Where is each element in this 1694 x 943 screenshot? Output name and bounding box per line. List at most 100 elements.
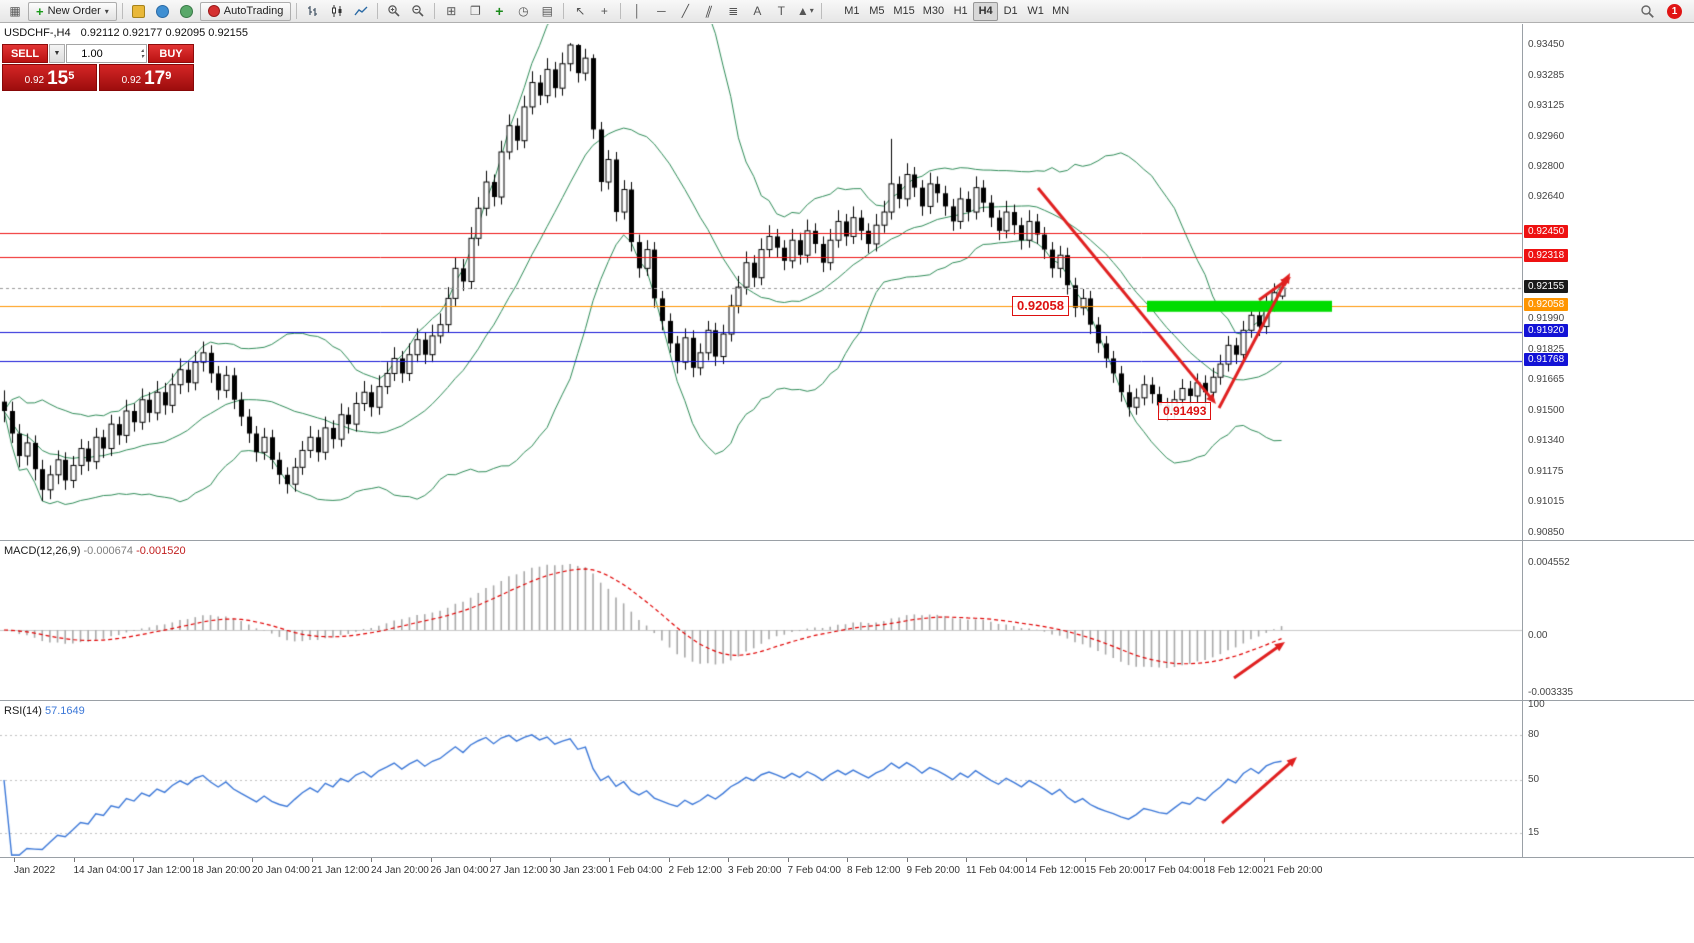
time-axis-tick <box>787 858 789 862</box>
horizontal-line-icon[interactable]: ─ <box>657 4 666 18</box>
time-axis-label: 2 Feb 12:00 <box>668 865 722 876</box>
time-axis-label: 8 Feb 12:00 <box>847 865 901 876</box>
zoom-in-icon[interactable] <box>383 1 405 21</box>
rsi-indicator-canvas[interactable] <box>0 701 1522 856</box>
add-indicator-icon[interactable]: + <box>495 3 504 19</box>
volume-input[interactable] <box>67 46 117 61</box>
channel-icon[interactable]: ∥ <box>704 4 715 18</box>
price-axis-label: 0.91500 <box>1528 405 1565 416</box>
time-axis-label: 21 Jan 12:00 <box>311 865 370 876</box>
notification-badge[interactable]: 1 <box>1667 3 1682 19</box>
crosshair-icon[interactable]: + <box>600 4 608 18</box>
macd-indicator-label: MACD(12,26,9) -0.000674 -0.001520 <box>4 545 186 557</box>
timeframe-button-m5[interactable]: M5 <box>864 2 889 21</box>
time-axis-label: 26 Jan 04:00 <box>430 865 489 876</box>
rsi-indicator-label: RSI(14) 57.1649 <box>4 705 85 717</box>
timeframe-button-mn[interactable]: MN <box>1048 2 1073 21</box>
stepper-up-icon[interactable]: ▴ <box>140 47 144 54</box>
macd-name: MACD(12,26,9) <box>4 545 81 557</box>
buy-button[interactable]: BUY <box>148 44 194 63</box>
zoom-out-icon[interactable] <box>407 1 429 21</box>
trendline-icon[interactable]: ╱ <box>681 4 689 18</box>
panel-separator[interactable] <box>0 700 1694 701</box>
buy-price-tile[interactable]: 0.92 17 9 <box>99 64 194 91</box>
timeframe-button-w1[interactable]: W1 <box>1023 2 1048 21</box>
price-annotation-92058[interactable]: 0.92058 <box>1012 296 1069 317</box>
order-controls-row: SELL ▼ ▴▾ BUY <box>2 44 194 63</box>
support-icon[interactable] <box>176 1 198 21</box>
time-axis[interactable]: Jan 2022 14 Jan 04:00 17 Jan 12:00 18 Jan 2… <box>0 858 1522 881</box>
price-axis-separator <box>1522 24 1523 858</box>
sell-button[interactable]: SELL <box>2 44 48 63</box>
search-icon[interactable] <box>1636 1 1658 21</box>
time-axis-tick <box>371 858 372 862</box>
tile-windows-icon[interactable]: ⊞ <box>446 4 457 18</box>
sell-price-prefix: 0.92 <box>24 75 45 86</box>
price-annotation-91493[interactable]: 0.91493 <box>1158 402 1212 421</box>
autotrading-button[interactable]: AutoTrading <box>199 1 292 21</box>
order-prices-row: 0.92 15 5 0.92 17 9 <box>2 64 194 91</box>
period-clock-icon[interactable]: ◷ <box>518 4 529 18</box>
time-axis-tick <box>906 858 908 862</box>
time-axis-label: 7 Feb 04:00 <box>787 865 841 876</box>
volume-dropdown-button[interactable]: ▼ <box>49 44 65 63</box>
text-label-icon[interactable]: T <box>777 4 785 18</box>
community-icon[interactable] <box>152 1 174 21</box>
macd-axis-label: -0.003335 <box>1528 687 1574 698</box>
sell-price-big: 15 <box>47 68 69 89</box>
toolbar-separator <box>620 3 622 19</box>
macd-axis-label: 0.00 <box>1528 630 1548 641</box>
time-axis-label: 17 Feb 04:00 <box>1144 865 1204 876</box>
time-axis-tick <box>1025 858 1027 862</box>
volume-stepper[interactable]: ▴ ▾ <box>141 48 146 60</box>
timeframe-button-m1[interactable]: M1 <box>839 2 864 21</box>
time-axis-label: 15 Feb 20:00 <box>1085 865 1144 876</box>
timeframe-button-h1[interactable]: H1 <box>948 2 973 21</box>
timeframe-button-m30[interactable]: M30 <box>919 2 948 21</box>
candlestick-chart-icon[interactable] <box>326 1 348 21</box>
timeframe-button-d1[interactable]: D1 <box>998 2 1023 21</box>
time-axis-label: 24 Jan 20:00 <box>371 865 429 876</box>
caret-down-icon: ▾ <box>104 6 109 16</box>
toolbar-separator <box>563 3 565 19</box>
time-axis-tick <box>728 858 729 862</box>
price-axis-label: 0.92640 <box>1528 191 1565 203</box>
panel-separator[interactable] <box>0 540 1694 541</box>
price-axis-label: 0.91665 <box>1528 374 1565 386</box>
timeframe-button-m15[interactable]: M15 <box>889 2 918 21</box>
cascade-windows-icon[interactable]: ❐ <box>469 4 481 18</box>
new-order-button[interactable]: + New Order ▾ <box>28 1 117 21</box>
new-chart-icon[interactable]: ▦ <box>9 4 21 18</box>
sell-price-tile[interactable]: 0.92 15 5 <box>2 64 97 91</box>
timeframe-button-h4[interactable]: H4 <box>973 1 999 21</box>
community-glyph-icon <box>156 4 170 18</box>
time-axis-tick <box>430 858 432 862</box>
support-glyph-icon <box>180 4 194 18</box>
main-toolbar: ▦ + New Order ▾ AutoTrading ⊞ ❐ + ◷ ▤ ↖ … <box>0 0 1694 23</box>
time-axis-label: 9 Feb 20:00 <box>906 865 960 876</box>
cursor-icon[interactable]: ↖ <box>575 4 586 18</box>
line-chart-icon[interactable] <box>350 1 372 21</box>
text-icon[interactable]: A <box>753 4 762 18</box>
timeframe-toolbar: M1 M5 M15 M30 H1 H4 D1 W1 MN <box>839 1 1073 21</box>
vertical-line-icon[interactable]: │ <box>633 4 642 18</box>
template-icon[interactable]: ▤ <box>541 4 553 18</box>
shapes-icon[interactable]: ▲ ▾ <box>796 4 814 18</box>
fibonacci-icon[interactable]: ≣ <box>728 4 739 18</box>
bar-chart-icon[interactable] <box>302 1 324 21</box>
toolbar-separator <box>821 3 823 19</box>
time-axis-tick <box>252 858 253 862</box>
panel-separator <box>0 857 1694 858</box>
stepper-down-icon[interactable]: ▾ <box>140 53 144 60</box>
time-axis-tick <box>966 858 967 862</box>
toolbox-icon[interactable] <box>128 1 150 21</box>
autotrading-icon <box>207 5 220 17</box>
buy-price-pip: 9 <box>165 70 172 82</box>
price-axis-label: 0.91825 <box>1528 344 1565 355</box>
new-order-label: New Order <box>47 5 101 17</box>
time-axis-label: 11 Feb 04:00 <box>966 865 1025 876</box>
main-chart-canvas[interactable] <box>0 24 1522 540</box>
time-axis-label: 3 Feb 20:00 <box>728 865 782 876</box>
macd-indicator-canvas[interactable] <box>0 541 1522 700</box>
symbol-period-label: USDCHF-,H4 <box>4 27 71 39</box>
